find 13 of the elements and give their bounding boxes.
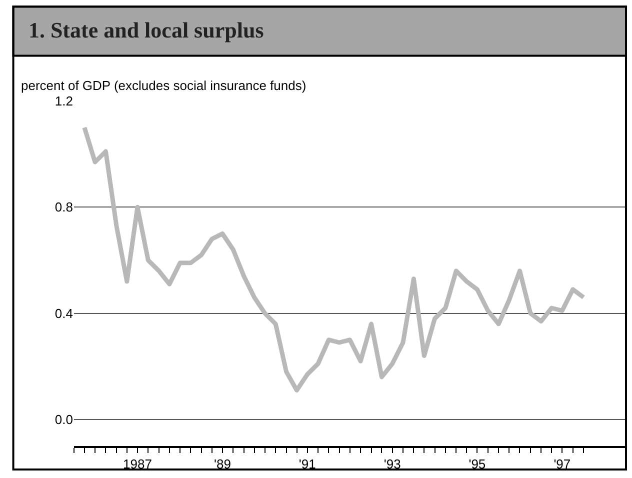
x-tick-label: '95 (468, 456, 486, 472)
y-axis-title: percent of GDP (excludes social insurance funds) (21, 78, 306, 93)
x-tick-label: '91 (298, 456, 316, 472)
line-series (82, 125, 586, 393)
x-tick-label: '97 (554, 456, 571, 472)
y-tick-label: 0.8 (54, 200, 73, 215)
x-tick-label: 1987 (123, 456, 152, 472)
x-tick-label: '89 (214, 456, 231, 472)
y-tick-label: 0.4 (54, 306, 73, 321)
y-tick-label: 0.0 (54, 412, 73, 428)
y-tick-label: 1.2 (54, 94, 73, 109)
x-tick-label: '93 (384, 456, 401, 472)
chart-title: 1. State and local surplus (28, 18, 264, 43)
